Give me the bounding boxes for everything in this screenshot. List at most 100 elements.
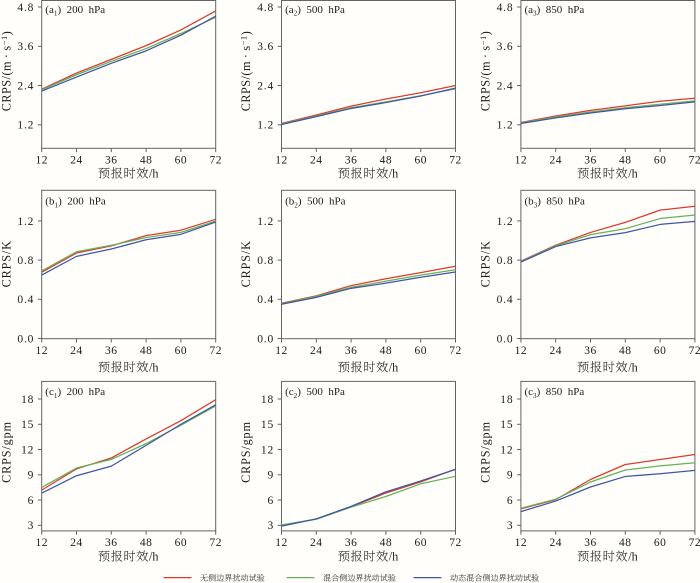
svg-text:72: 72 bbox=[689, 345, 700, 357]
svg-text:1.2: 1.2 bbox=[257, 120, 274, 132]
svg-text:72: 72 bbox=[209, 537, 222, 549]
svg-text:1.2: 1.2 bbox=[17, 216, 34, 228]
svg-text:9: 9 bbox=[267, 470, 274, 482]
svg-text:48: 48 bbox=[619, 155, 632, 167]
svg-text:48: 48 bbox=[140, 537, 153, 549]
svg-text:36: 36 bbox=[584, 345, 597, 357]
svg-text:9: 9 bbox=[28, 470, 35, 482]
svg-text:/h: /h bbox=[149, 167, 158, 181]
svg-text:12: 12 bbox=[261, 444, 274, 456]
svg-text:48: 48 bbox=[619, 345, 632, 357]
svg-text:72: 72 bbox=[209, 155, 222, 167]
svg-text:72: 72 bbox=[689, 537, 700, 549]
svg-text:60: 60 bbox=[414, 155, 427, 167]
svg-text:0.8: 0.8 bbox=[497, 255, 514, 267]
svg-text:60: 60 bbox=[414, 345, 427, 357]
svg-text:48: 48 bbox=[380, 537, 393, 549]
svg-text:CRPS/(m · s−1): CRPS/(m · s−1) bbox=[239, 31, 254, 112]
svg-text:/h: /h bbox=[389, 167, 398, 181]
svg-text:60: 60 bbox=[175, 537, 188, 549]
svg-text:12: 12 bbox=[515, 155, 528, 167]
svg-text:15: 15 bbox=[500, 419, 513, 431]
svg-text:72: 72 bbox=[449, 537, 462, 549]
svg-text:72: 72 bbox=[209, 345, 222, 357]
svg-text:1.2: 1.2 bbox=[497, 216, 514, 228]
svg-text:CRPS/(m · s−1): CRPS/(m · s−1) bbox=[478, 31, 493, 112]
svg-text:(b1) 200 hPa: (b1) 200 hPa bbox=[45, 196, 106, 210]
svg-text:3.6: 3.6 bbox=[257, 41, 274, 53]
svg-text:3: 3 bbox=[28, 520, 35, 532]
svg-text:24: 24 bbox=[310, 155, 323, 167]
svg-text:18: 18 bbox=[500, 394, 513, 406]
svg-text:1.2: 1.2 bbox=[497, 120, 514, 132]
svg-text:36: 36 bbox=[345, 345, 358, 357]
svg-text:48: 48 bbox=[380, 345, 393, 357]
svg-text:36: 36 bbox=[345, 155, 358, 167]
svg-text:/h: /h bbox=[628, 550, 637, 564]
svg-text:/h: /h bbox=[389, 360, 398, 374]
svg-text:CRPS/(m · s−1): CRPS/(m · s−1) bbox=[0, 31, 13, 112]
svg-text:24: 24 bbox=[70, 537, 83, 549]
svg-text:0.4: 0.4 bbox=[257, 294, 274, 306]
svg-text:/h: /h bbox=[149, 550, 158, 564]
svg-text:60: 60 bbox=[654, 537, 667, 549]
svg-text:0.8: 0.8 bbox=[257, 255, 274, 267]
svg-text:60: 60 bbox=[175, 155, 188, 167]
svg-text:/h: /h bbox=[389, 550, 398, 564]
svg-text:48: 48 bbox=[140, 155, 153, 167]
svg-text:/h: /h bbox=[628, 167, 637, 181]
svg-text:0.4: 0.4 bbox=[497, 294, 514, 306]
svg-text:1.2: 1.2 bbox=[17, 120, 34, 132]
svg-text:24: 24 bbox=[70, 345, 83, 357]
svg-text:CRPS/K: CRPS/K bbox=[0, 240, 13, 287]
svg-text:0.0: 0.0 bbox=[497, 333, 514, 345]
svg-text:48: 48 bbox=[140, 345, 153, 357]
svg-text:36: 36 bbox=[584, 537, 597, 549]
svg-text:3.6: 3.6 bbox=[17, 41, 34, 53]
svg-text:0.0: 0.0 bbox=[17, 333, 34, 345]
svg-text:(a2) 500 hPa: (a2) 500 hPa bbox=[285, 4, 345, 18]
svg-text:12: 12 bbox=[275, 155, 288, 167]
svg-text:9: 9 bbox=[507, 470, 514, 482]
svg-text:4.8: 4.8 bbox=[257, 2, 274, 14]
svg-text:72: 72 bbox=[449, 345, 462, 357]
svg-text:72: 72 bbox=[689, 155, 700, 167]
svg-text:(a1) 200 hPa: (a1) 200 hPa bbox=[45, 4, 105, 18]
svg-text:2.4: 2.4 bbox=[497, 80, 514, 92]
svg-text:3: 3 bbox=[267, 520, 274, 532]
svg-text:24: 24 bbox=[310, 345, 323, 357]
svg-text:/h: /h bbox=[149, 360, 158, 374]
svg-text:3.6: 3.6 bbox=[497, 41, 514, 53]
svg-text:3: 3 bbox=[507, 520, 514, 532]
svg-text:36: 36 bbox=[345, 537, 358, 549]
svg-text:12: 12 bbox=[35, 155, 48, 167]
svg-text:6: 6 bbox=[507, 495, 514, 507]
svg-text:0.4: 0.4 bbox=[17, 294, 34, 306]
svg-text:72: 72 bbox=[449, 155, 462, 167]
svg-text:12: 12 bbox=[35, 537, 48, 549]
svg-text:12: 12 bbox=[515, 345, 528, 357]
svg-text:48: 48 bbox=[380, 155, 393, 167]
svg-text:12: 12 bbox=[275, 345, 288, 357]
svg-text:(a3) 850 hPa: (a3) 850 hPa bbox=[525, 4, 585, 18]
svg-text:2.4: 2.4 bbox=[17, 80, 34, 92]
svg-text:6: 6 bbox=[28, 495, 35, 507]
svg-text:36: 36 bbox=[584, 155, 597, 167]
svg-text:(b3) 850 hPa: (b3) 850 hPa bbox=[525, 196, 586, 210]
svg-text:4.8: 4.8 bbox=[497, 2, 514, 14]
svg-text:18: 18 bbox=[261, 394, 274, 406]
svg-text:(c3) 850 hPa: (c3) 850 hPa bbox=[525, 386, 585, 400]
svg-text:CRPS/K: CRPS/K bbox=[479, 240, 493, 287]
svg-text:/h: /h bbox=[628, 360, 637, 374]
svg-text:24: 24 bbox=[310, 537, 323, 549]
svg-text:36: 36 bbox=[105, 155, 118, 167]
svg-text:6: 6 bbox=[267, 495, 274, 507]
svg-text:12: 12 bbox=[21, 444, 34, 456]
svg-text:12: 12 bbox=[275, 537, 288, 549]
svg-text:4.8: 4.8 bbox=[17, 2, 34, 14]
svg-text:18: 18 bbox=[21, 394, 34, 406]
svg-text:2.4: 2.4 bbox=[257, 80, 274, 92]
svg-text:36: 36 bbox=[105, 537, 118, 549]
svg-text:0.8: 0.8 bbox=[17, 255, 34, 267]
svg-text:60: 60 bbox=[654, 345, 667, 357]
